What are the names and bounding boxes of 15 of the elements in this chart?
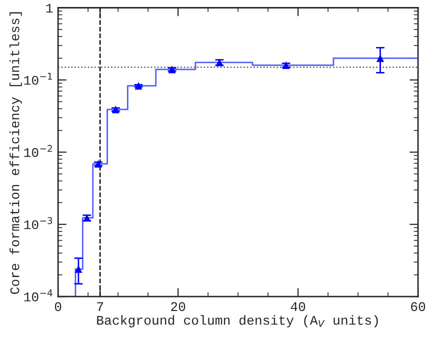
y-tick-label: 10$^{−2}$ (24, 144, 52, 157)
y-tick-label: 1 (46, 4, 53, 13)
point (134, 82, 142, 90)
x-tick-label: 60 (411, 302, 426, 312)
y-tick-label: 10$^{−4}$ (24, 289, 52, 302)
x-tick-label: 40 (290, 302, 306, 312)
y-tick-label: 10$^{−1}$ (24, 72, 52, 85)
x-axis-title: Background column density (A$_{V}$ units) (97, 315, 378, 328)
x-tick-label: 20 (171, 302, 186, 312)
x-tick-label: 0 (54, 302, 62, 312)
point (376, 54, 384, 62)
x-tick-label: 7 (97, 302, 103, 311)
point (74, 265, 82, 273)
y-axis-title: Core formation efficiency [unitless] (10, 12, 22, 294)
y-tick-label: 10$^{−3}$ (24, 217, 52, 230)
